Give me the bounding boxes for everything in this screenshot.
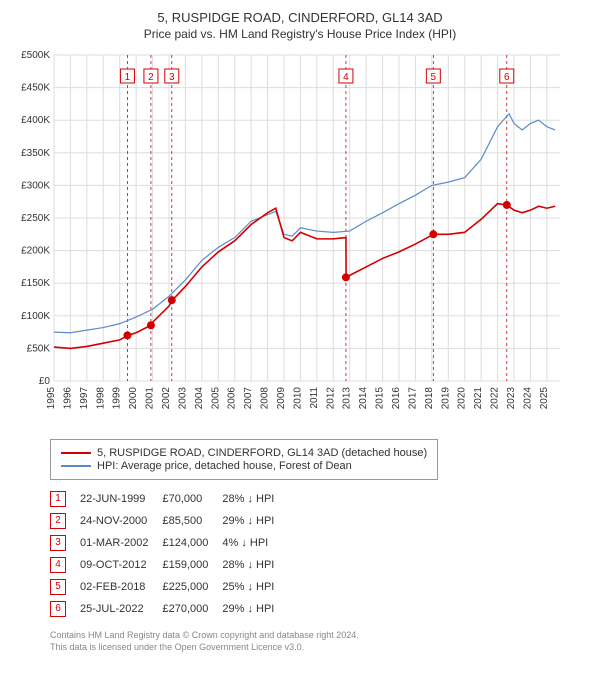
sale-marker-badge: 6 [50, 601, 66, 617]
sale-date: 22-JUN-1999 [80, 488, 162, 510]
svg-text:2014: 2014 [358, 387, 369, 410]
svg-text:6: 6 [504, 72, 510, 83]
svg-text:2: 2 [148, 72, 154, 83]
svg-text:2015: 2015 [375, 387, 386, 410]
sale-price: £124,000 [162, 532, 222, 554]
sale-price: £85,500 [162, 510, 222, 532]
sale-marker-badge: 5 [50, 579, 66, 595]
table-row: 3 01-MAR-2002£124,0004% ↓ HPI [50, 532, 288, 554]
svg-text:4: 4 [343, 72, 349, 83]
svg-text:2013: 2013 [342, 387, 353, 410]
sale-price: £225,000 [162, 576, 222, 598]
svg-text:2018: 2018 [424, 387, 435, 410]
footer-attribution: Contains HM Land Registry data © Crown c… [50, 630, 590, 653]
svg-text:£350K: £350K [21, 148, 50, 159]
chart-svg: £0 £50K £100K £150K £200K £250K £300K £350K £400… [10, 51, 570, 431]
svg-text:2003: 2003 [177, 387, 188, 410]
svg-text:1997: 1997 [79, 387, 90, 410]
svg-text:2008: 2008 [260, 387, 271, 410]
sale-delta: 29% ↓ HPI [222, 598, 288, 620]
svg-text:£400K: £400K [21, 115, 50, 126]
svg-text:2006: 2006 [227, 387, 238, 410]
svg-text:2009: 2009 [276, 387, 287, 410]
svg-text:2004: 2004 [194, 387, 205, 410]
table-row: 5 02-FEB-2018£225,00025% ↓ HPI [50, 576, 288, 598]
svg-text:£100K: £100K [21, 311, 50, 322]
sale-price: £270,000 [162, 598, 222, 620]
svg-text:2000: 2000 [128, 387, 139, 410]
sale-price: £70,000 [162, 488, 222, 510]
svg-text:2017: 2017 [407, 387, 418, 410]
svg-text:£450K: £450K [21, 83, 50, 94]
sale-date: 24-NOV-2000 [80, 510, 162, 532]
svg-text:2010: 2010 [292, 387, 303, 410]
svg-text:£250K: £250K [21, 213, 50, 224]
table-row: 6 25-JUL-2022£270,00029% ↓ HPI [50, 598, 288, 620]
sale-delta: 25% ↓ HPI [222, 576, 288, 598]
svg-text:2005: 2005 [210, 387, 221, 410]
legend-item: 5, RUSPIDGE ROAD, CINDERFORD, GL14 3AD (… [61, 447, 427, 459]
legend-label: HPI: Average price, detached house, Fore… [97, 460, 352, 472]
sale-date: 01-MAR-2002 [80, 532, 162, 554]
svg-text:2020: 2020 [457, 387, 468, 410]
svg-text:£150K: £150K [21, 278, 50, 289]
sale-date: 02-FEB-2018 [80, 576, 162, 598]
sale-delta: 28% ↓ HPI [222, 554, 288, 576]
legend-label: 5, RUSPIDGE ROAD, CINDERFORD, GL14 3AD (… [97, 447, 427, 459]
sale-delta: 28% ↓ HPI [222, 488, 288, 510]
sale-marker-badge: 4 [50, 557, 66, 573]
svg-text:2022: 2022 [490, 387, 501, 410]
svg-text:3: 3 [169, 72, 175, 83]
table-row: 4 09-OCT-2012£159,00028% ↓ HPI [50, 554, 288, 576]
sale-price: £159,000 [162, 554, 222, 576]
svg-text:£500K: £500K [21, 51, 50, 61]
svg-text:2021: 2021 [473, 387, 484, 410]
svg-text:2011: 2011 [309, 387, 320, 409]
chart-area: £0 £50K £100K £150K £200K £250K £300K £350K £400… [10, 51, 590, 431]
footer-line-2: This data is licensed under the Open Gov… [50, 642, 590, 654]
sale-marker-badge: 1 [50, 491, 66, 507]
svg-text:1: 1 [125, 72, 131, 83]
legend-swatch [61, 465, 91, 467]
legend-item: HPI: Average price, detached house, Fore… [61, 460, 427, 472]
svg-text:1999: 1999 [112, 387, 123, 410]
svg-text:£300K: £300K [21, 180, 50, 191]
table-row: 2 24-NOV-2000£85,50029% ↓ HPI [50, 510, 288, 532]
svg-text:2001: 2001 [145, 387, 156, 410]
footer-line-1: Contains HM Land Registry data © Crown c… [50, 630, 590, 642]
svg-text:1996: 1996 [62, 387, 73, 410]
chart-subtitle: Price paid vs. HM Land Registry's House … [10, 27, 590, 41]
svg-text:£200K: £200K [21, 246, 50, 257]
svg-text:2007: 2007 [243, 387, 254, 410]
svg-text:2002: 2002 [161, 387, 172, 410]
sale-date: 09-OCT-2012 [80, 554, 162, 576]
legend: 5, RUSPIDGE ROAD, CINDERFORD, GL14 3AD (… [50, 439, 438, 480]
chart-title: 5, RUSPIDGE ROAD, CINDERFORD, GL14 3AD [10, 10, 590, 25]
svg-text:2012: 2012 [325, 387, 336, 410]
svg-text:2024: 2024 [522, 387, 533, 410]
svg-text:2019: 2019 [440, 387, 451, 410]
table-row: 1 22-JUN-1999£70,00028% ↓ HPI [50, 488, 288, 510]
svg-text:£0: £0 [39, 376, 51, 387]
svg-text:5: 5 [431, 72, 437, 83]
svg-text:£50K: £50K [27, 343, 51, 354]
svg-text:1998: 1998 [95, 387, 106, 410]
sale-date: 25-JUL-2022 [80, 598, 162, 620]
sale-marker-badge: 3 [50, 535, 66, 551]
sales-table: 122-JUN-1999£70,00028% ↓ HPI224-NOV-2000… [50, 488, 288, 620]
legend-swatch [61, 452, 91, 454]
svg-text:2023: 2023 [506, 387, 517, 410]
sale-marker-badge: 2 [50, 513, 66, 529]
sale-delta: 29% ↓ HPI [222, 510, 288, 532]
svg-text:2025: 2025 [539, 387, 550, 410]
sale-delta: 4% ↓ HPI [222, 532, 288, 554]
svg-text:1995: 1995 [46, 387, 57, 410]
svg-text:2016: 2016 [391, 387, 402, 410]
